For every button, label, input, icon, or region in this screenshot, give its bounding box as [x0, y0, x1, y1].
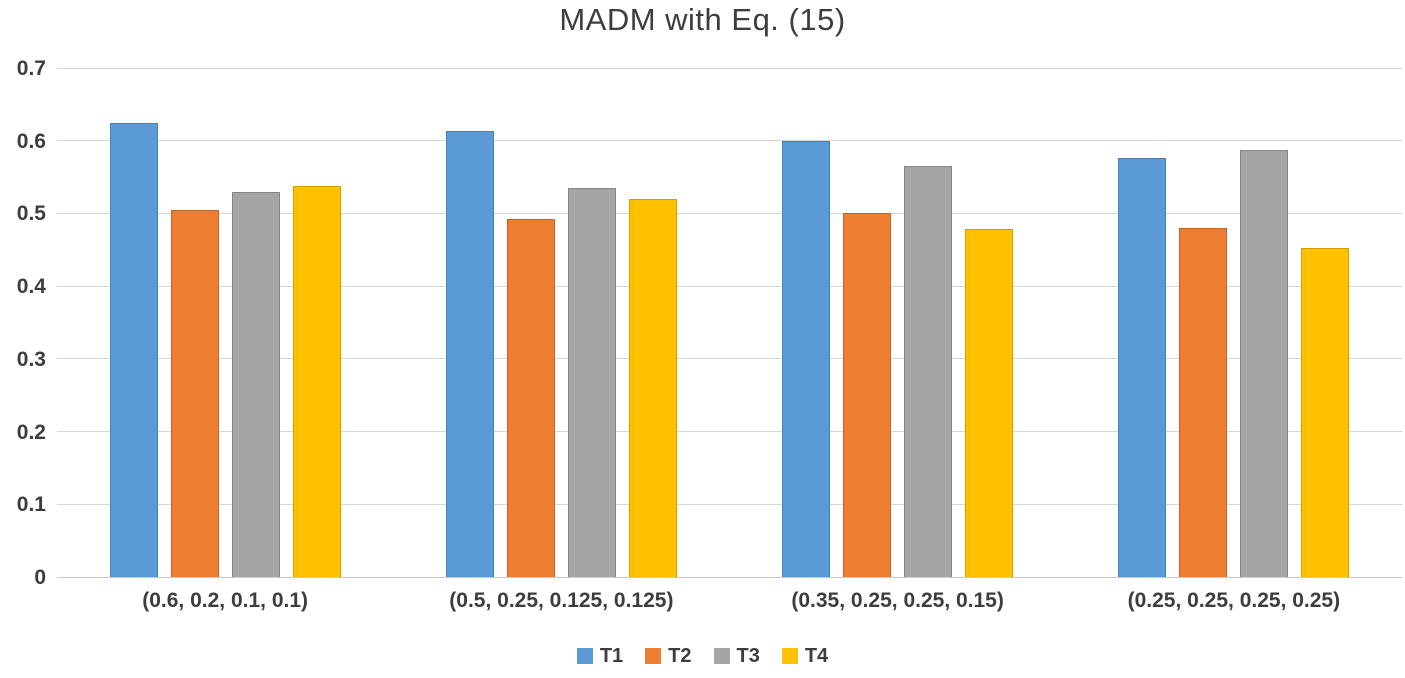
gridline [57, 358, 1402, 360]
legend-swatch-t2-icon [645, 648, 662, 664]
chart-legend: T1 T2 T3 T4 [0, 646, 1405, 666]
bar-t1-group1 [109, 122, 158, 577]
bar-t3-group4 [1240, 150, 1289, 577]
x-axis-line [57, 576, 1402, 578]
bar-t4-group3 [965, 229, 1014, 577]
legend-item-t2: T2 [645, 645, 692, 667]
y-axis-tick-label: 0.3 [16, 347, 46, 371]
legend-label: T3 [736, 645, 760, 667]
gridline [57, 140, 1402, 142]
legend-swatch-t4-icon [781, 648, 798, 664]
bar-t1-group3 [782, 140, 831, 577]
x-axis-category-label: (0.5, 0.25, 0.125, 0.125) [449, 589, 674, 612]
bar-t1-group4 [1118, 158, 1167, 577]
legend-label: T4 [804, 645, 829, 667]
legend-swatch-t3-icon [713, 648, 730, 664]
bar-t2-group2 [506, 219, 555, 577]
x-axis-category-label: (0.6, 0.2, 0.1, 0.1) [142, 589, 308, 612]
bar-t4-group1 [292, 185, 341, 577]
bar-t2-group1 [170, 209, 219, 577]
x-axis-category-label: (0.35, 0.25, 0.25, 0.15) [791, 589, 1004, 612]
legend-swatch-t1-icon [576, 648, 593, 664]
bar-t3-group3 [904, 166, 953, 577]
legend-item-t1: T1 [576, 645, 624, 667]
bar-t2-group4 [1179, 227, 1228, 577]
gridline [57, 285, 1402, 287]
y-axis-tick-label: 0.6 [16, 129, 46, 153]
gridline [57, 503, 1402, 505]
bar-t1-group2 [445, 130, 494, 577]
legend-item-t4: T4 [781, 645, 829, 667]
y-axis-tick-label: 0.7 [16, 57, 46, 80]
bar-t2-group3 [843, 213, 892, 577]
gridline [57, 67, 1402, 69]
chart-title: MADM with Eq. (15) [559, 2, 846, 37]
y-axis-tick-label: 0.5 [16, 202, 46, 226]
legend-item-t3: T3 [713, 645, 760, 667]
y-axis-tick-label: 0.1 [16, 493, 46, 517]
bar-t3-group2 [567, 187, 616, 577]
gridline [57, 431, 1402, 433]
bar-t4-group2 [628, 198, 677, 577]
legend-label: T2 [668, 645, 692, 667]
bar-t3-group1 [231, 191, 280, 577]
legend-label: T1 [599, 645, 624, 667]
y-axis-tick-label: 0.4 [16, 275, 46, 299]
y-axis-tick-label: 0 [34, 566, 46, 589]
x-axis-category-label: (0.25, 0.25, 0.25, 0.25) [1127, 589, 1341, 612]
bar-t4-group4 [1301, 247, 1350, 577]
y-axis-tick-label: 0.2 [16, 420, 46, 444]
gridline [57, 212, 1402, 214]
